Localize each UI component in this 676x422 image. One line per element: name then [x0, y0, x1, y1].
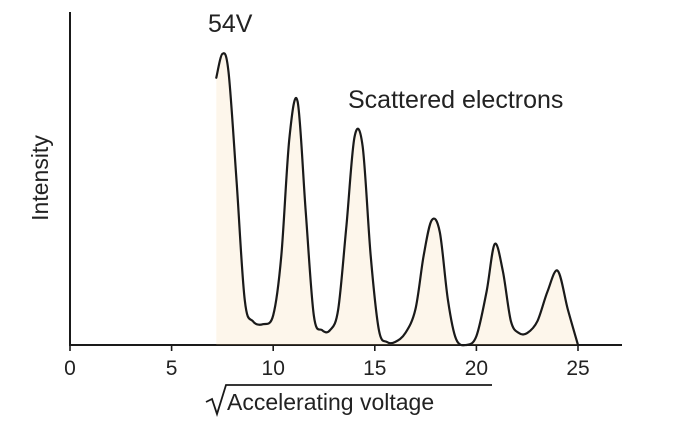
- annotation-peak-voltage: 54V: [208, 10, 253, 38]
- x-ticks: 0 5 10 15 20 25: [64, 345, 590, 380]
- x-tick-label: 25: [566, 357, 589, 380]
- x-tick-label: 5: [166, 357, 178, 380]
- x-tick-label: 20: [465, 357, 488, 380]
- x-tick-label: 15: [363, 357, 386, 380]
- x-tick-label: 0: [64, 357, 76, 380]
- area-under-curve: [216, 53, 579, 346]
- annotation-series-label: Scattered electrons: [348, 86, 563, 114]
- x-tick-label: 10: [262, 357, 285, 380]
- x-axis-label-group: Accelerating voltage: [205, 384, 492, 417]
- series-line: [215, 52, 580, 347]
- y-axis-label: Intensity: [27, 135, 53, 221]
- x-axis-label: Accelerating voltage: [227, 389, 434, 415]
- sqrt-radical: [205, 384, 492, 417]
- peak-fills: [216, 53, 579, 346]
